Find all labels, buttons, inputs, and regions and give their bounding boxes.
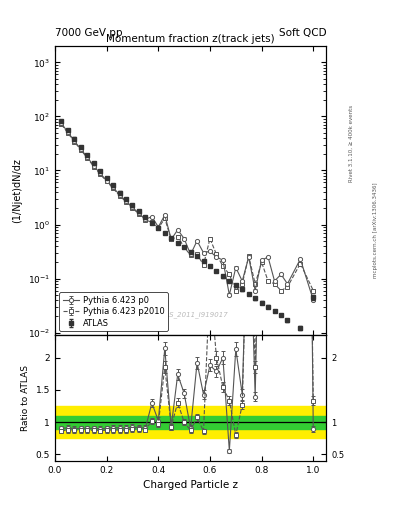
Text: Soft QCD: Soft QCD xyxy=(279,28,326,38)
Text: Rivet 3.1.10, ≥ 400k events: Rivet 3.1.10, ≥ 400k events xyxy=(349,105,354,182)
Y-axis label: (1/Njet)dN/dz: (1/Njet)dN/dz xyxy=(12,158,22,223)
Legend: Pythia 6.423 p0, Pythia 6.423 p2010, ATLAS: Pythia 6.423 p0, Pythia 6.423 p2010, ATL… xyxy=(59,292,167,331)
Text: ATLAS_2011_I919017: ATLAS_2011_I919017 xyxy=(153,311,228,318)
Text: 7000 GeV pp: 7000 GeV pp xyxy=(55,28,123,38)
X-axis label: Charged Particle z: Charged Particle z xyxy=(143,480,238,490)
Title: Momentum fraction z(track jets): Momentum fraction z(track jets) xyxy=(106,34,275,44)
Y-axis label: Ratio to ATLAS: Ratio to ATLAS xyxy=(21,365,30,431)
Bar xyxy=(55,406,326,438)
Bar xyxy=(55,416,326,429)
Text: mcplots.cern.ch [arXiv:1306.3436]: mcplots.cern.ch [arXiv:1306.3436] xyxy=(373,183,378,278)
